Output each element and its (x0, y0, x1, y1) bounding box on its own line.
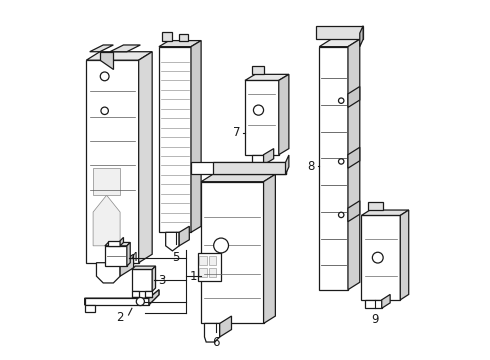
Polygon shape (146, 291, 152, 297)
Text: 1: 1 (190, 270, 197, 283)
Polygon shape (362, 215, 400, 300)
Polygon shape (159, 41, 201, 47)
Polygon shape (382, 294, 390, 308)
Polygon shape (264, 149, 274, 165)
Polygon shape (209, 256, 216, 265)
Text: 5: 5 (172, 251, 179, 264)
Text: 7: 7 (233, 126, 241, 139)
Polygon shape (108, 241, 120, 246)
Circle shape (214, 238, 228, 253)
Polygon shape (348, 86, 360, 107)
Polygon shape (201, 174, 275, 182)
Polygon shape (319, 39, 360, 47)
Polygon shape (365, 300, 382, 308)
Polygon shape (400, 210, 409, 300)
Polygon shape (220, 316, 231, 337)
Polygon shape (110, 45, 140, 52)
Polygon shape (179, 226, 189, 246)
Circle shape (136, 297, 145, 306)
Polygon shape (132, 269, 152, 291)
Polygon shape (252, 155, 264, 165)
Text: 2: 2 (116, 311, 123, 324)
Circle shape (339, 212, 344, 217)
Polygon shape (132, 291, 139, 297)
Circle shape (100, 72, 109, 81)
Polygon shape (319, 47, 348, 290)
Polygon shape (245, 80, 279, 155)
Polygon shape (93, 168, 120, 195)
Polygon shape (286, 155, 289, 174)
Polygon shape (348, 201, 360, 222)
Polygon shape (348, 147, 360, 168)
Polygon shape (127, 242, 130, 266)
Circle shape (339, 98, 344, 103)
Polygon shape (139, 52, 152, 263)
Polygon shape (105, 242, 130, 246)
Polygon shape (166, 232, 179, 251)
Polygon shape (105, 246, 127, 266)
Polygon shape (90, 45, 113, 52)
Polygon shape (245, 75, 289, 80)
Polygon shape (362, 210, 409, 215)
Circle shape (101, 107, 108, 114)
Polygon shape (85, 305, 95, 312)
Text: 3: 3 (159, 274, 166, 287)
Polygon shape (132, 266, 155, 269)
Polygon shape (100, 52, 113, 69)
Polygon shape (97, 263, 120, 283)
Polygon shape (162, 32, 172, 41)
Polygon shape (252, 66, 264, 75)
Text: 4: 4 (130, 251, 137, 264)
Polygon shape (213, 162, 286, 174)
Text: 8: 8 (307, 160, 314, 173)
Polygon shape (191, 41, 201, 232)
Polygon shape (204, 324, 220, 342)
Text: 9: 9 (371, 313, 379, 326)
Polygon shape (191, 162, 286, 174)
Polygon shape (199, 268, 207, 277)
Polygon shape (198, 253, 221, 281)
Text: 6: 6 (213, 336, 220, 349)
Polygon shape (120, 237, 123, 246)
Polygon shape (279, 75, 289, 155)
Polygon shape (199, 256, 207, 265)
Polygon shape (159, 47, 191, 232)
Polygon shape (368, 202, 383, 210)
Circle shape (372, 252, 383, 263)
Polygon shape (264, 174, 275, 324)
Polygon shape (152, 266, 155, 291)
Polygon shape (201, 182, 264, 324)
Polygon shape (120, 254, 134, 276)
Polygon shape (93, 195, 120, 246)
Polygon shape (86, 60, 139, 263)
Polygon shape (179, 34, 188, 41)
Polygon shape (149, 290, 159, 305)
Polygon shape (209, 268, 216, 277)
Polygon shape (85, 298, 149, 305)
Polygon shape (348, 39, 360, 290)
Polygon shape (86, 52, 152, 60)
Circle shape (339, 159, 344, 164)
Polygon shape (360, 26, 363, 47)
Polygon shape (316, 26, 363, 39)
Circle shape (253, 105, 264, 115)
Polygon shape (85, 290, 159, 305)
